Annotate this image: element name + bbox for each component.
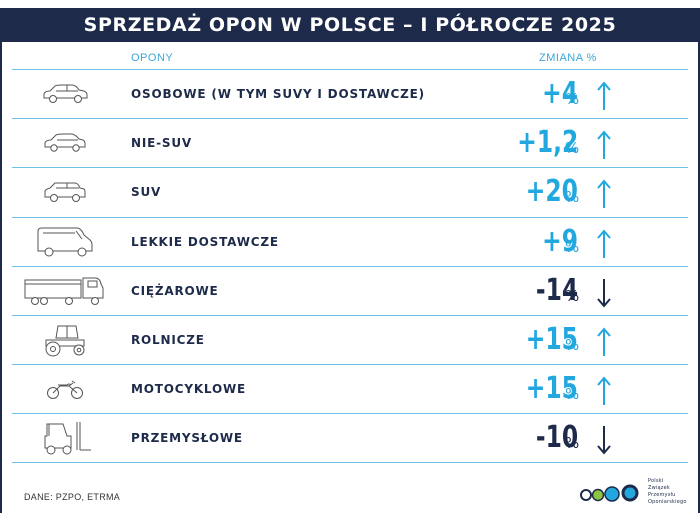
table-row: ROLNICZE +15 % xyxy=(12,314,688,364)
table-row: CIĘŻAROWE -14 % xyxy=(12,265,688,315)
table-row: MOTOCYKLOWE +15 % xyxy=(12,364,688,413)
page-title: SPRZEDAŻ OPON W POLSCE – I PÓŁROCZE 2025 xyxy=(83,14,617,36)
org-line: Oponiarskiego xyxy=(648,499,687,505)
column-header-change: ZMIANA % xyxy=(539,52,597,64)
title-bar: SPRZEDAŻ OPON W POLSCE – I PÓŁROCZE 2025 xyxy=(0,8,700,42)
table-row: OSOBOWE (W TYM SUVY I DOSTAWCZE) +4 % xyxy=(12,69,688,118)
row-label: ROLNICZE xyxy=(131,332,205,347)
row-label: PRZEMYSŁOWE xyxy=(131,431,243,446)
table-row: LEKKIE DOSTAWCZE +9 % xyxy=(12,216,688,266)
tractor-icon xyxy=(20,322,110,358)
org-line: Przemysłu xyxy=(648,492,676,498)
van-icon xyxy=(20,224,110,260)
arrow-up-icon xyxy=(597,327,611,356)
motorcycle-icon xyxy=(20,371,110,407)
percent-sign: % xyxy=(565,139,580,158)
tire-sales-table: OSOBOWE (W TYM SUVY I DOSTAWCZE) +4 % NI… xyxy=(12,69,688,463)
change-value: -14 xyxy=(535,272,578,308)
frame-border-right xyxy=(698,8,700,513)
arrow-up-icon xyxy=(597,179,611,209)
arrow-down-icon xyxy=(597,278,611,308)
passenger-car-icon xyxy=(20,76,110,112)
source-note: DANE: PZPO, ETRMA xyxy=(24,492,121,502)
row-label: LEKKIE DOSTAWCZE xyxy=(131,234,279,249)
table-row: PRZEMYSŁOWE -10 % xyxy=(12,413,688,463)
percent-sign: % xyxy=(565,90,580,108)
percent-sign: % xyxy=(565,385,580,404)
change-value: +15 xyxy=(525,321,578,357)
arrow-up-icon xyxy=(597,229,611,258)
percent-sign: % xyxy=(565,237,580,256)
table-row: NIE-SUV +1,2 % xyxy=(12,118,688,167)
row-label: CIĘŻAROWE xyxy=(131,283,219,298)
arrow-up-icon xyxy=(597,376,611,406)
logo-circles-icon xyxy=(580,484,639,502)
row-label: NIE-SUV xyxy=(131,136,192,151)
change-value: +4 xyxy=(542,76,578,111)
percent-sign: % xyxy=(565,434,580,453)
arrow-down-icon xyxy=(597,426,611,455)
org-line: Związek xyxy=(648,485,670,491)
percent-sign: % xyxy=(565,188,580,207)
arrow-up-icon xyxy=(597,81,611,110)
percent-sign: % xyxy=(565,335,580,354)
change-value: +1,2 xyxy=(516,125,578,161)
row-label: SUV xyxy=(131,185,162,200)
percent-sign: % xyxy=(565,286,580,305)
change-value: +15 xyxy=(525,371,578,407)
frame-border-left xyxy=(0,8,2,513)
organization-logo: Polski Związek Przemysłu Oponiarskiego xyxy=(578,478,698,510)
suv-icon xyxy=(20,174,110,210)
change-value: -10 xyxy=(535,420,578,456)
row-label: MOTOCYKLOWE xyxy=(131,382,246,397)
org-line: Polski xyxy=(648,478,664,484)
organization-name: Polski Związek Przemysłu Oponiarskiego xyxy=(648,478,687,506)
table-row: SUV +20 % xyxy=(12,167,688,216)
forklift-icon xyxy=(20,420,110,456)
truck-icon xyxy=(20,273,110,309)
column-header-tires: OPONY xyxy=(131,52,174,64)
change-value: +20 xyxy=(525,174,578,210)
arrow-up-icon xyxy=(597,130,611,160)
change-value: +9 xyxy=(542,223,578,259)
hatchback-car-icon xyxy=(20,125,110,161)
row-label: OSOBOWE (W TYM SUVY I DOSTAWCZE) xyxy=(131,87,425,101)
